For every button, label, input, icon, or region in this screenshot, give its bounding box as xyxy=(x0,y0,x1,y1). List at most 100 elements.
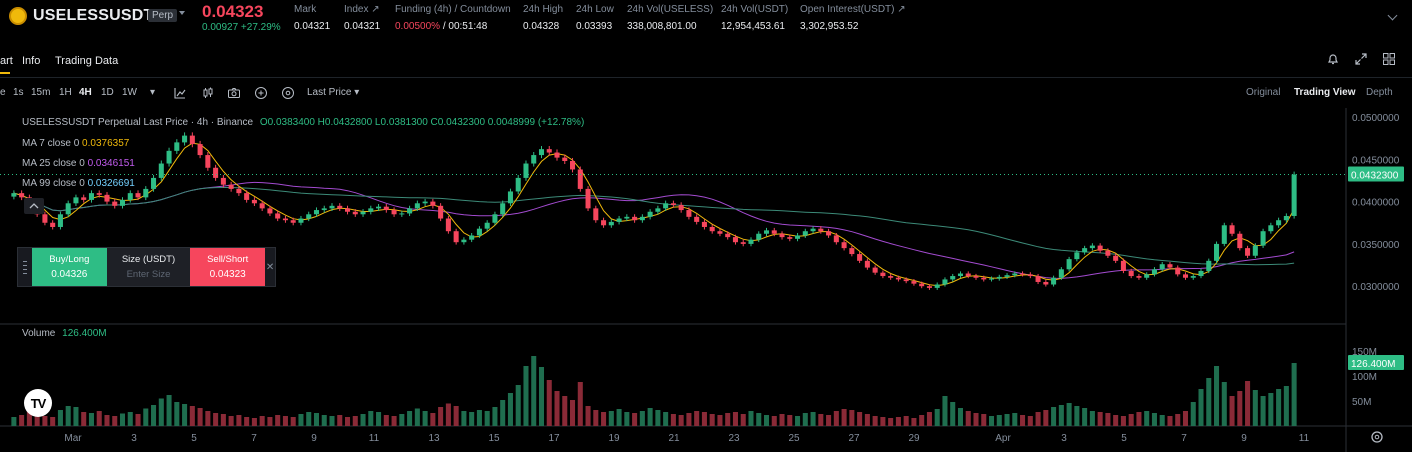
view-trading-view[interactable]: Trading View xyxy=(1294,87,1356,98)
candle-body xyxy=(593,208,599,221)
candle-body xyxy=(1020,273,1026,275)
chevron-down-icon[interactable] xyxy=(179,11,185,15)
volume-bar xyxy=(608,411,614,426)
legend-ma99: MA 99 close 0 0.0326691 xyxy=(22,178,135,189)
bell-icon[interactable] xyxy=(1326,52,1340,66)
tab-chart[interactable]: art xyxy=(0,55,13,67)
volume-bar xyxy=(65,406,71,426)
time-tick-label: Mar xyxy=(64,433,82,444)
volume-bar xyxy=(453,406,459,426)
volume-bar xyxy=(554,391,560,426)
candle-body xyxy=(919,283,925,287)
stat-index: Index ↗ 0.04321 xyxy=(344,4,381,32)
tab-info[interactable]: Info xyxy=(22,55,41,67)
view-original[interactable]: Original xyxy=(1246,87,1281,98)
candle-body xyxy=(461,239,467,243)
volume-bar xyxy=(562,396,568,426)
volume-bar xyxy=(422,411,428,426)
candle-body xyxy=(717,231,723,234)
volume-bar xyxy=(1190,402,1196,426)
interval-1d[interactable]: 1D xyxy=(101,87,114,98)
volume-bar xyxy=(1027,416,1033,426)
ticker-header: USELESSUSDT Perp 0.04323 0.00927 +27.29%… xyxy=(0,0,1412,42)
volume-bar xyxy=(1245,381,1251,426)
collapse-legend-icon[interactable] xyxy=(24,198,44,214)
candle-body xyxy=(888,276,894,278)
volume-bar xyxy=(174,402,180,426)
view-depth[interactable]: Depth xyxy=(1366,87,1393,98)
volume-bar xyxy=(701,412,707,426)
camera-icon[interactable] xyxy=(227,86,241,100)
volume-bar xyxy=(895,417,901,426)
interval-1h[interactable]: 1H xyxy=(59,87,72,98)
interval-1w[interactable]: 1W xyxy=(122,87,137,98)
volume-bar xyxy=(601,412,607,426)
volume-bar xyxy=(96,411,102,426)
volume-tick-label: 50M xyxy=(1352,397,1371,408)
candle-body xyxy=(205,155,211,168)
candle-body xyxy=(515,177,521,192)
candle-body xyxy=(957,273,964,277)
volume-bar xyxy=(19,415,25,426)
candle-body xyxy=(1089,245,1095,249)
volume-bar xyxy=(1144,411,1150,426)
price-source-select[interactable]: Last Price ▾ xyxy=(307,87,360,98)
interval-e[interactable]: e xyxy=(0,87,6,98)
candle-body xyxy=(1237,233,1243,249)
interval-more-chevron-icon[interactable]: ▾ xyxy=(150,87,156,98)
add-icon[interactable] xyxy=(254,86,268,100)
volume-bar xyxy=(934,409,940,426)
indicators-icon[interactable] xyxy=(173,86,187,100)
layout-grid-icon[interactable] xyxy=(1382,52,1396,66)
volume-bar xyxy=(841,409,847,426)
volume-bar xyxy=(500,400,506,426)
buy-long-button[interactable]: Buy/Long 0.04326 xyxy=(31,248,107,286)
candle-type-icon[interactable] xyxy=(201,86,215,100)
expand-chevron-icon[interactable] xyxy=(1387,10,1398,21)
volume-bar xyxy=(306,412,312,426)
size-input[interactable]: Size (USDT) Enter Size xyxy=(106,248,191,286)
candle-body xyxy=(787,237,793,239)
volume-bar xyxy=(616,409,622,426)
candle-body xyxy=(570,160,576,170)
candle-body xyxy=(857,254,863,261)
candle-body xyxy=(601,220,607,226)
fullscreen-icon[interactable] xyxy=(1354,52,1368,66)
candle-body xyxy=(399,213,405,215)
volume-bar xyxy=(849,410,855,426)
tab-trading-data[interactable]: Trading Data xyxy=(55,55,119,67)
close-icon[interactable]: ✕ xyxy=(265,261,275,273)
volume-bar xyxy=(717,415,723,426)
volume-bar xyxy=(864,414,870,426)
chart-area[interactable]: 0.0500000 0.0450000 0.0400000 0.0350000 0.03… xyxy=(0,108,1412,452)
time-tick-label: 5 xyxy=(1121,433,1127,444)
volume-bar xyxy=(1035,412,1041,426)
volume-bar xyxy=(81,412,87,426)
volume-bar xyxy=(1105,413,1111,426)
volume-bar xyxy=(1182,411,1189,426)
candle-body xyxy=(740,242,746,244)
candle-body xyxy=(562,157,568,161)
candle-body xyxy=(701,221,707,227)
volume-bar xyxy=(236,415,242,426)
volume-tick-label: 150M xyxy=(1352,347,1377,358)
volume-bar xyxy=(360,414,366,426)
interval-1s[interactable]: 1s xyxy=(13,87,24,98)
settings-icon[interactable] xyxy=(281,86,295,100)
interval-15m[interactable]: 15m xyxy=(31,87,51,98)
volume-bar xyxy=(438,407,444,426)
price-chart[interactable]: 0.0500000 0.0450000 0.0400000 0.0350000 0.03… xyxy=(0,108,1412,452)
candle-body xyxy=(11,193,17,197)
candle-body xyxy=(1214,243,1220,261)
candle-body xyxy=(981,277,987,280)
candle-body xyxy=(911,281,917,284)
interval-4h[interactable]: 4H xyxy=(79,87,92,98)
volume-bar xyxy=(911,418,917,426)
candle-body xyxy=(694,216,700,222)
candle-body xyxy=(259,203,265,209)
drag-handle[interactable] xyxy=(18,248,32,286)
candle-body xyxy=(639,216,645,221)
symbol-name[interactable]: USELESSUSDT xyxy=(33,7,154,24)
price-change: 0.00927 +27.29% xyxy=(202,22,281,33)
sell-short-button[interactable]: Sell/Short 0.04323 xyxy=(190,248,266,286)
